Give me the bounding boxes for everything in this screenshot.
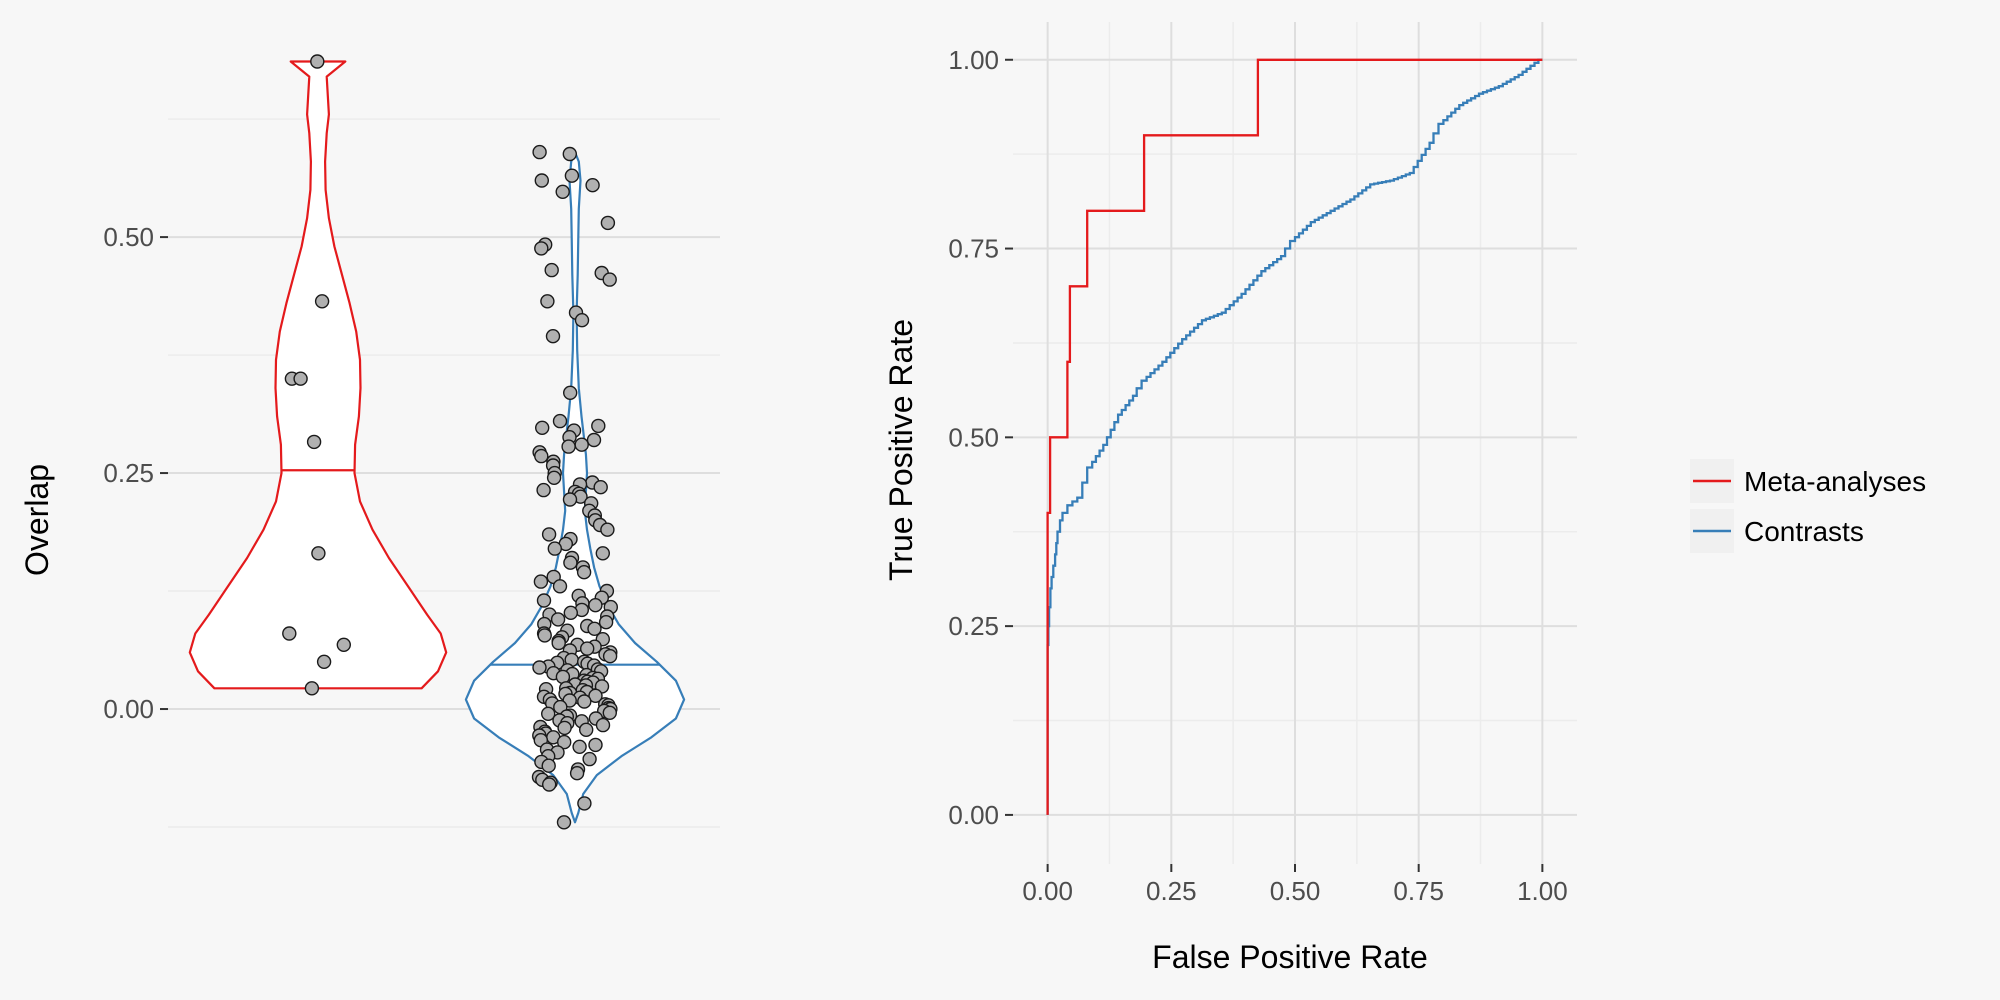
violin-point	[588, 737, 603, 753]
violin-point	[562, 492, 578, 507]
roc-y-tick-label: 0.75	[948, 234, 999, 264]
roc-y-axis: 0.00 0.25 0.50 0.75 1.00	[948, 45, 1013, 830]
violin-point	[572, 739, 587, 754]
violin-point	[535, 420, 550, 435]
violin-point	[582, 751, 597, 767]
violin-point	[557, 734, 572, 750]
violin-point	[546, 470, 562, 485]
violin-points	[282, 54, 618, 830]
roc-x-axis: 0.00 0.25 0.50 0.75 1.00	[1022, 864, 1568, 906]
violin-y-axis: 0.00 0.25 0.50	[103, 222, 168, 724]
violin-point	[588, 688, 603, 703]
violin-point	[540, 294, 555, 309]
roc-panel: 0.00 0.25 0.50 0.75 1.00 0.00 0.25 0.50 0.75 1.0…	[883, 22, 1577, 975]
violin-point	[316, 654, 332, 669]
violin-point	[552, 413, 568, 429]
violin-point	[595, 717, 611, 733]
violin-point	[533, 574, 549, 589]
violin-point	[574, 313, 590, 328]
violin-point	[282, 626, 297, 641]
violin-point	[544, 262, 559, 278]
roc-x-tick-label: 0.00	[1022, 876, 1073, 906]
violin-point	[561, 439, 576, 454]
violin-meta-analyses	[188, 60, 448, 690]
violin-point	[595, 546, 610, 561]
violin-point	[563, 555, 578, 570]
violin-point	[542, 777, 557, 792]
violin-point	[579, 722, 594, 737]
legend-label-meta-analyses: Meta-analyses	[1744, 466, 1926, 497]
violin-panel: 0.00 0.25 0.50 Overlap	[19, 54, 720, 830]
roc-line-meta-analyses	[1046, 58, 1543, 815]
violin-point	[564, 168, 580, 183]
violin-point	[602, 705, 617, 720]
violin-point	[541, 527, 557, 542]
roc-y-tick-label: 0.00	[948, 800, 999, 830]
roc-x-tick-label: 1.00	[1517, 876, 1568, 906]
violin-point	[586, 432, 602, 448]
violin-point	[602, 272, 617, 287]
roc-y-axis-title: True Positive Rate	[883, 319, 919, 581]
roc-x-tick-label: 0.25	[1146, 876, 1197, 906]
roc-x-tick-label: 0.50	[1270, 876, 1321, 906]
violin-point	[577, 694, 592, 709]
violin-point	[534, 448, 549, 464]
violin-point	[551, 635, 566, 651]
violin-point	[293, 371, 308, 386]
violin-point	[587, 621, 602, 636]
violin-point	[541, 706, 556, 721]
violin-point	[534, 241, 549, 256]
violin-y-tick-label: 0.50	[103, 222, 154, 252]
violin-point	[532, 660, 547, 675]
legend-label-contrasts: Contrasts	[1744, 516, 1864, 547]
violin-point	[556, 815, 572, 830]
violin-point	[563, 605, 578, 620]
roc-y-tick-label: 0.50	[948, 422, 999, 452]
violin-point	[306, 434, 322, 450]
roc-x-axis-title: False Positive Rate	[1152, 939, 1428, 975]
roc-line-contrasts	[1046, 58, 1543, 815]
violin-point	[555, 184, 570, 200]
violin-point	[532, 144, 547, 160]
violin-y-axis-title: Overlap	[19, 464, 55, 576]
violin-point	[576, 565, 592, 580]
violin-point	[550, 612, 566, 627]
violin-point	[537, 628, 552, 643]
violin-point	[552, 579, 568, 594]
violin-point	[541, 758, 556, 773]
roc-x-tick-label: 0.75	[1393, 876, 1444, 906]
violin-point	[310, 54, 325, 69]
violin-point	[547, 541, 562, 556]
violin-point	[336, 637, 351, 652]
violin-point	[588, 598, 603, 613]
violin-point	[600, 522, 615, 537]
violin-point	[545, 329, 561, 344]
violin-point	[314, 294, 330, 309]
violin-point	[577, 796, 592, 811]
violin-point	[602, 649, 618, 664]
violin-point	[311, 546, 326, 561]
violin-point	[563, 385, 578, 400]
violin-point	[585, 177, 600, 193]
violin-point	[534, 173, 549, 188]
legend: Meta-analyses Contrasts	[1690, 459, 1926, 553]
violin-point	[580, 641, 595, 656]
violin-point	[536, 593, 552, 608]
violin-point	[598, 615, 614, 630]
roc-y-tick-label: 0.25	[948, 611, 999, 641]
violin-point	[304, 681, 320, 696]
roc-lines	[1046, 58, 1543, 815]
violin-point	[557, 720, 572, 736]
violin-point	[574, 437, 589, 452]
violin-point	[569, 766, 585, 781]
violin-y-tick-label: 0.00	[103, 694, 154, 724]
violin-point	[562, 146, 577, 162]
violin-y-tick-label: 0.25	[103, 458, 154, 488]
violin-point	[593, 480, 608, 495]
violin-point	[536, 482, 551, 498]
roc-y-tick-label: 1.00	[948, 45, 999, 75]
violin-point	[600, 215, 616, 231]
violin-point	[591, 418, 606, 434]
